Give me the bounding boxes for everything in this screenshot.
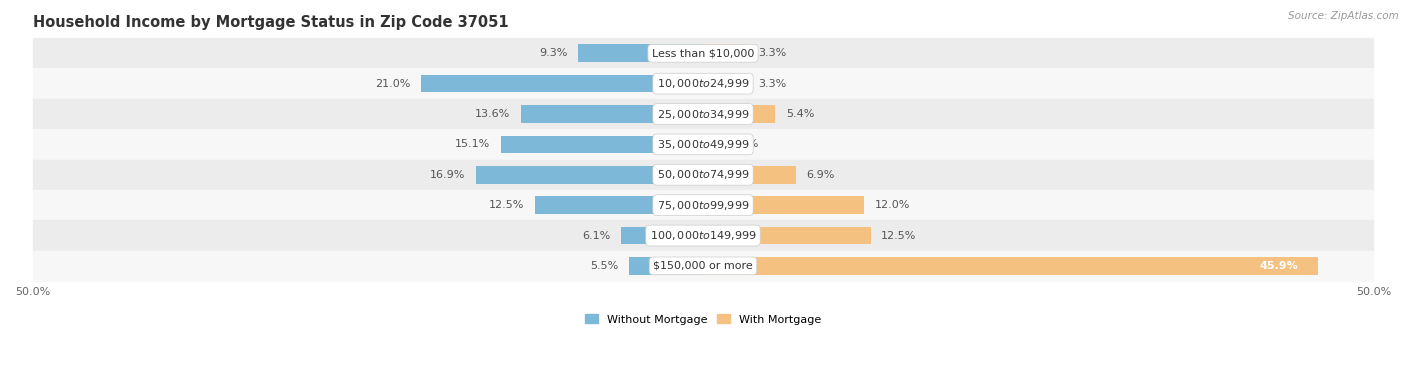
Bar [32, 220, 1374, 251]
Bar [578, 44, 703, 62]
Legend: Without Mortgage, With Mortgage: Without Mortgage, With Mortgage [581, 310, 825, 329]
Text: 15.1%: 15.1% [454, 139, 489, 149]
Bar [477, 166, 703, 184]
Bar [32, 129, 1374, 159]
Text: Household Income by Mortgage Status in Zip Code 37051: Household Income by Mortgage Status in Z… [32, 15, 508, 30]
Text: Less than $10,000: Less than $10,000 [652, 48, 754, 58]
Bar [703, 166, 796, 184]
Text: 5.4%: 5.4% [786, 109, 814, 119]
Text: $10,000 to $24,999: $10,000 to $24,999 [657, 77, 749, 90]
Bar [703, 196, 863, 214]
Bar [520, 105, 703, 123]
Bar [703, 105, 775, 123]
Text: 12.5%: 12.5% [489, 200, 524, 210]
Text: 3.3%: 3.3% [758, 48, 786, 58]
Bar [621, 227, 703, 244]
Text: 16.9%: 16.9% [430, 170, 465, 180]
Text: 9.3%: 9.3% [540, 48, 568, 58]
Text: 0.69%: 0.69% [723, 139, 758, 149]
Text: 12.5%: 12.5% [882, 230, 917, 241]
Bar [703, 227, 870, 244]
Text: 21.0%: 21.0% [375, 79, 411, 89]
Bar [32, 99, 1374, 129]
Text: 6.1%: 6.1% [582, 230, 610, 241]
Text: 12.0%: 12.0% [875, 200, 910, 210]
Text: Source: ZipAtlas.com: Source: ZipAtlas.com [1288, 11, 1399, 21]
Bar [703, 44, 747, 62]
Bar [630, 257, 703, 275]
Text: $50,000 to $74,999: $50,000 to $74,999 [657, 168, 749, 181]
Bar [703, 75, 747, 92]
Bar [703, 136, 713, 153]
Text: 45.9%: 45.9% [1260, 261, 1298, 271]
Bar [32, 159, 1374, 190]
Bar [32, 190, 1374, 220]
Text: $100,000 to $149,999: $100,000 to $149,999 [650, 229, 756, 242]
Text: $25,000 to $34,999: $25,000 to $34,999 [657, 107, 749, 121]
Text: $75,000 to $99,999: $75,000 to $99,999 [657, 199, 749, 211]
Bar [32, 38, 1374, 69]
Bar [422, 75, 703, 92]
Text: $150,000 or more: $150,000 or more [654, 261, 752, 271]
Text: 3.3%: 3.3% [758, 79, 786, 89]
Bar [32, 251, 1374, 281]
Text: 13.6%: 13.6% [475, 109, 510, 119]
Bar [536, 196, 703, 214]
Bar [703, 257, 1319, 275]
Bar [501, 136, 703, 153]
Text: 5.5%: 5.5% [591, 261, 619, 271]
Text: 6.9%: 6.9% [806, 170, 835, 180]
Bar [32, 69, 1374, 99]
Text: $35,000 to $49,999: $35,000 to $49,999 [657, 138, 749, 151]
